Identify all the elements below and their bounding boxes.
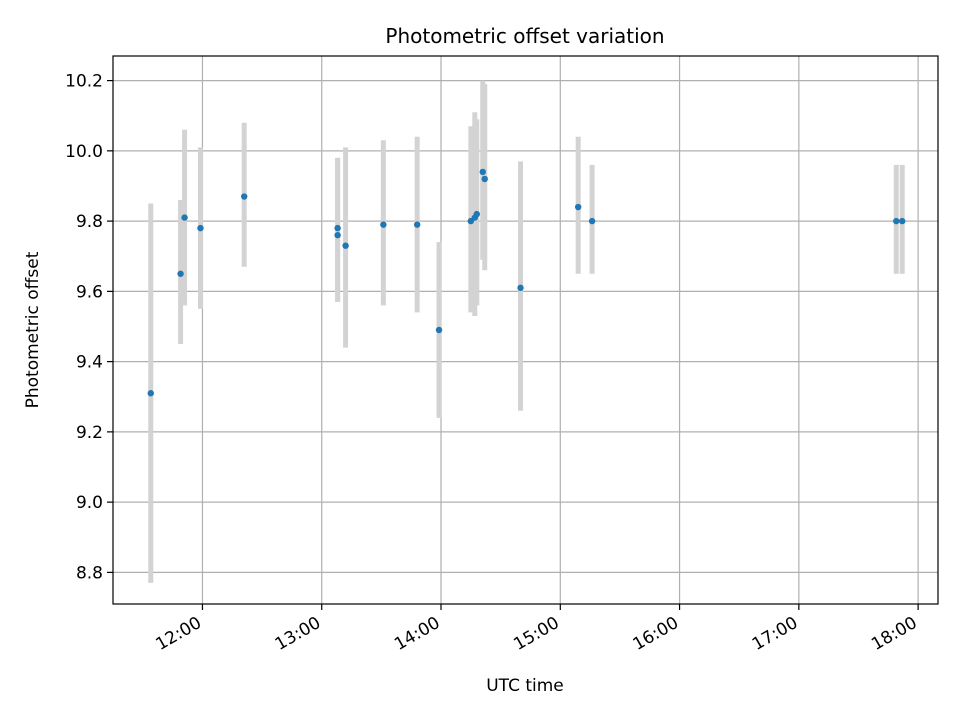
grid-lines [113,56,938,604]
y-tick-label: 9.4 [76,353,103,373]
data-point [342,242,349,249]
data-point [380,221,387,228]
data-point [147,390,154,397]
data-point [899,217,906,225]
y-tick-label: 9.0 [76,493,103,513]
data-point [197,224,204,232]
y-tick-label: 10.2 [65,72,103,92]
data-point [574,203,582,211]
y-tick-label: 10.0 [65,142,103,162]
y-tick-label: 9.8 [76,212,103,232]
data-point [473,210,480,218]
data-point [481,175,488,183]
y-tick-label: 9.6 [76,282,103,302]
data-point [588,217,596,225]
data-point [334,224,341,232]
y-axis-ticks: 8.8 9.0 9.2 9.4 9.6 9.8 10.0 10.2 [65,72,113,583]
data-point [413,221,421,228]
data-point [181,214,188,221]
y-tick-label: 8.8 [76,563,103,583]
chart-title: Photometric offset variation [385,24,664,48]
plot-frame [112,55,939,605]
y-tick-label: 9.2 [76,423,103,443]
data-point [479,168,486,176]
data-point [177,270,184,277]
data-point [517,284,524,292]
data-point [241,193,248,200]
data-points [147,168,906,397]
data-point [334,231,341,239]
data-point [435,326,443,334]
data-point [893,217,900,225]
y-axis-title: Photometric offset [23,251,43,408]
x-axis-title: UTC time [486,676,564,696]
